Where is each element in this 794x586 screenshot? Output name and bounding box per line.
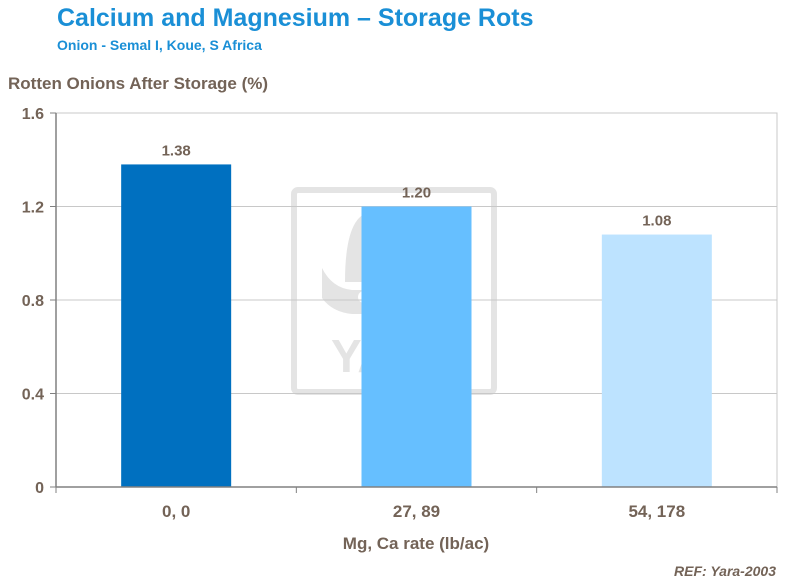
y-tick-label: 0.4 bbox=[22, 387, 44, 404]
y-tick-label: 0.8 bbox=[22, 293, 44, 310]
y-axis-label: Rotten Onions After Storage (%) bbox=[8, 74, 269, 93]
chart-subtitle: Onion - Semal I, Koue, S Africa bbox=[57, 37, 262, 53]
data-label: 1.38 bbox=[162, 142, 191, 159]
bar bbox=[361, 206, 472, 487]
bar bbox=[601, 234, 712, 487]
chart-title: Calcium and Magnesium – Storage Rots bbox=[57, 4, 534, 32]
x-category-label: 27, 89 bbox=[393, 502, 440, 521]
x-axis-label: Mg, Ca rate (lb/ac) bbox=[343, 534, 489, 553]
data-label: 1.08 bbox=[642, 213, 671, 230]
reference-note: REF: Yara-2003 bbox=[674, 563, 776, 579]
y-tick-label: 1.6 bbox=[22, 106, 44, 123]
y-tick-label: 1.2 bbox=[22, 200, 44, 217]
bar bbox=[121, 164, 232, 488]
x-category-label: 0, 0 bbox=[162, 502, 190, 521]
y-tick-label: 0 bbox=[35, 480, 44, 497]
x-category-label: 54, 178 bbox=[628, 502, 685, 521]
data-label: 1.20 bbox=[402, 185, 431, 202]
